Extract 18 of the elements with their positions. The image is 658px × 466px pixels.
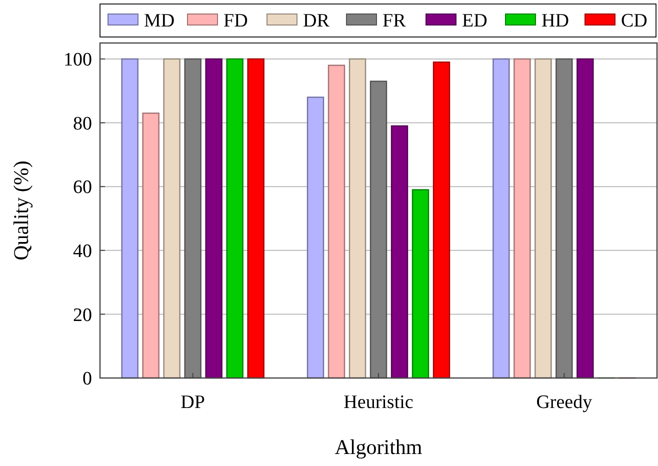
y-tick-label: 0: [82, 368, 92, 390]
y-tick-label: 60: [73, 177, 92, 198]
legend-label: CD: [621, 10, 648, 32]
y-tick-label: 100: [64, 50, 92, 71]
legend-label: MD: [144, 10, 175, 32]
y-tick-label: 40: [73, 241, 92, 262]
x-tick-label: DP: [180, 392, 205, 413]
legend-label: FR: [382, 10, 406, 32]
x-axis-title: Algorithm: [334, 435, 422, 459]
legend-label: DR: [303, 10, 330, 32]
y-axis-title: Quality (%): [9, 160, 33, 260]
legend-label: HD: [542, 10, 569, 32]
x-tick-label: Heuristic: [344, 392, 414, 413]
legend-label: ED: [462, 10, 488, 32]
legend-label: FD: [224, 10, 248, 32]
x-tick-label: Greedy: [536, 392, 593, 413]
y-tick-label: 20: [73, 304, 92, 326]
y-tick-label: 80: [73, 113, 92, 134]
